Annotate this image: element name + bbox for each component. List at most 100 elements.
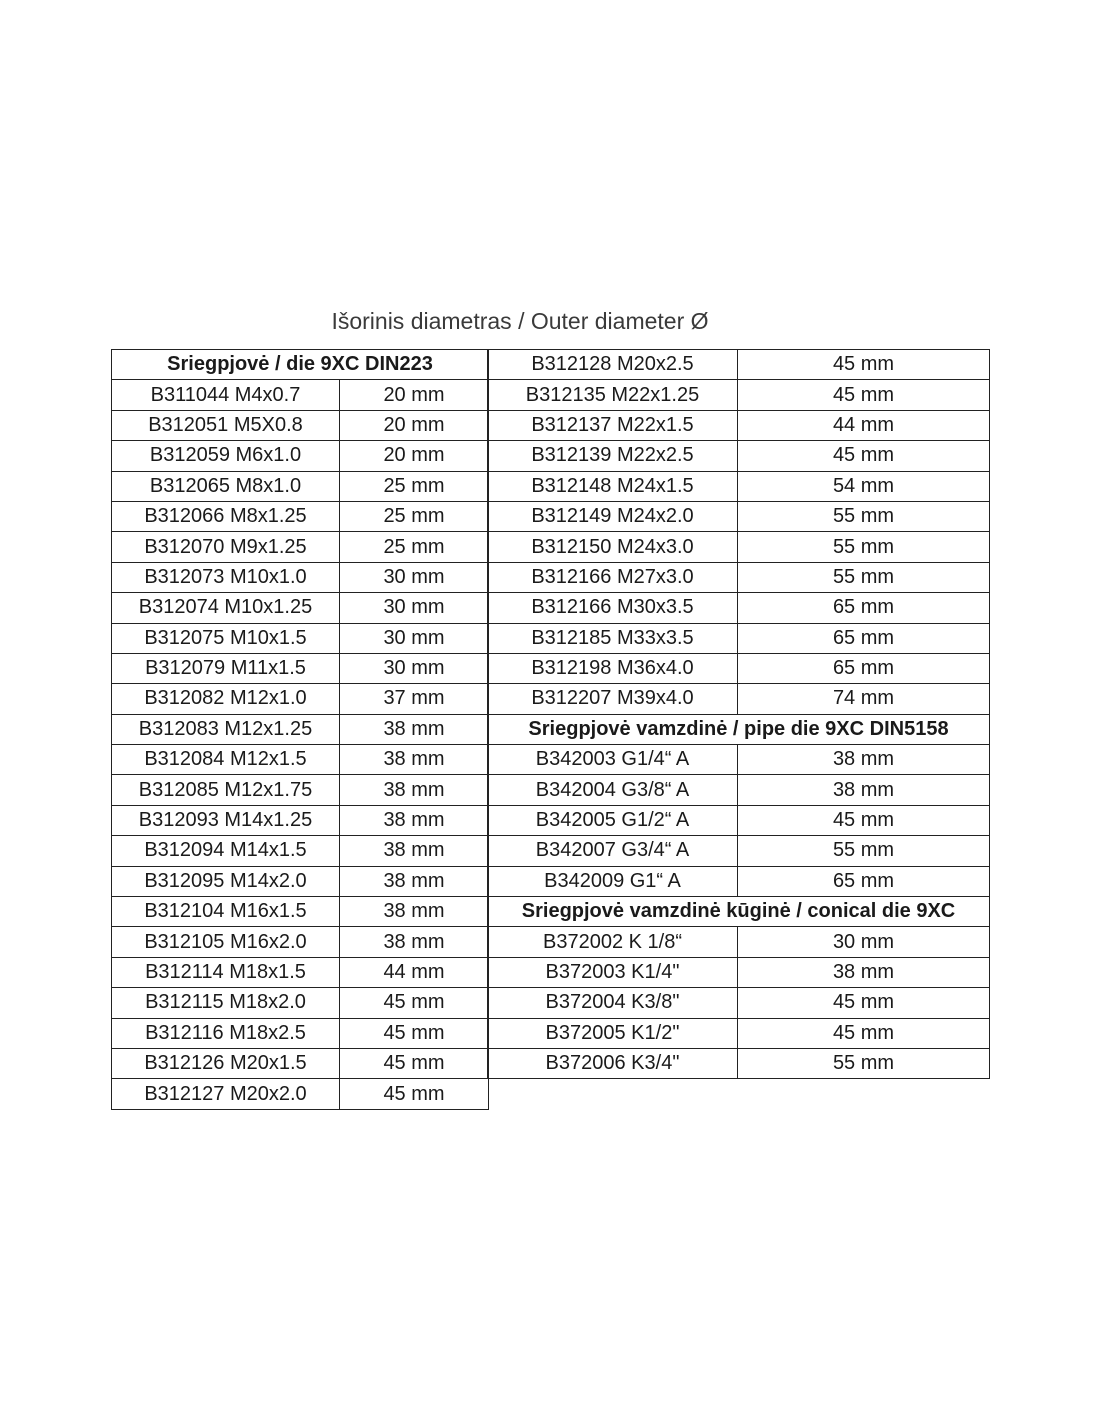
- product-code-cell: B312105 M16x2.0: [111, 926, 340, 958]
- diameter-cell: 38 mm: [339, 744, 489, 776]
- product-code-cell: B312114 M18x1.5: [111, 956, 340, 989]
- product-code-cell: B312135 M22x1.25: [487, 379, 738, 411]
- diameter-cell: 38 mm: [737, 956, 990, 989]
- product-code-cell: B312166 M30x3.5: [487, 592, 738, 624]
- diameter-cell: 38 mm: [339, 865, 489, 898]
- diameter-cell: 37 mm: [339, 683, 489, 715]
- product-code-cell: B312185 M33x3.5: [487, 622, 738, 654]
- table-row: B312126 M20x1.5 45 mm: [111, 1047, 489, 1080]
- diameter-cell: 44 mm: [339, 956, 489, 989]
- diameter-cell: 45 mm: [737, 987, 990, 1019]
- product-code-cell: B312149 M24x2.0: [487, 500, 738, 533]
- product-code-cell: B312166 M27x3.0: [487, 561, 738, 594]
- diameter-cell: 38 mm: [737, 744, 990, 776]
- diameter-cell: 38 mm: [339, 896, 489, 928]
- section-header-row: Sriegpjovė vamzdinė / pipe die 9XC DIN51…: [487, 713, 990, 746]
- diameter-cell: 38 mm: [339, 774, 489, 806]
- diameter-cell: 25 mm: [339, 500, 489, 533]
- diameter-cell: 45 mm: [737, 348, 990, 381]
- diameter-cell: 44 mm: [737, 409, 990, 442]
- diameter-cell: 55 mm: [737, 561, 990, 594]
- diameter-cell: 38 mm: [339, 926, 489, 958]
- product-code-cell: B312084 M12x1.5: [111, 744, 340, 776]
- section-header: Sriegpjovė vamzdinė / pipe die 9XC DIN51…: [487, 713, 990, 746]
- table-row: B312137 M22x1.5 44 mm: [487, 409, 990, 442]
- product-code-cell: B312085 M12x1.75: [111, 774, 340, 806]
- product-code-cell: B372005 K1/2": [487, 1017, 738, 1049]
- table-row: B312083 M12x1.25 38 mm: [111, 713, 489, 746]
- product-code-cell: B372004 K3/8": [487, 987, 738, 1019]
- product-code-cell: B312059 M6x1.0: [111, 440, 340, 472]
- table-row: B312135 M22x1.25 45 mm: [487, 379, 990, 411]
- table-row: B342005 G1/2“ A 45 mm: [487, 804, 990, 837]
- section-header: Sriegpjovė vamzdinė kūginė / conical die…: [487, 896, 990, 928]
- table-row: B312207 M39x4.0 74 mm: [487, 683, 990, 715]
- table-row: B312074 M10x1.25 30 mm: [111, 592, 489, 624]
- document-title: Išorinis diametras / Outer diameter Ø: [331, 308, 709, 334]
- diameter-cell: 55 mm: [737, 531, 990, 563]
- diameter-cell: 65 mm: [737, 622, 990, 654]
- diameter-cell: 30 mm: [339, 561, 489, 594]
- product-code-cell: B342009 G1“ A: [487, 865, 738, 898]
- product-code-cell: B312083 M12x1.25: [111, 713, 340, 746]
- table-row: B312094 M14x1.5 38 mm: [111, 835, 489, 867]
- table-row: B312139 M22x2.5 45 mm: [487, 440, 990, 472]
- table-row: B312051 M5X0.8 20 mm: [111, 409, 489, 442]
- table-row: B312150 M24x3.0 55 mm: [487, 531, 990, 563]
- product-code-cell: B312094 M14x1.5: [111, 835, 340, 867]
- product-code-cell: B372006 K3/4": [487, 1047, 738, 1080]
- diameter-cell: 55 mm: [737, 835, 990, 867]
- table-row: B372004 K3/8" 45 mm: [487, 987, 990, 1019]
- product-code-cell: B312095 M14x2.0: [111, 865, 340, 898]
- product-code-cell: B312207 M39x4.0: [487, 683, 738, 715]
- table-row: B372005 K1/2" 45 mm: [487, 1017, 990, 1049]
- product-code-cell: B312198 M36x4.0: [487, 652, 738, 685]
- product-code-cell: B312115 M18x2.0: [111, 987, 340, 1019]
- table-row: B312085 M12x1.75 38 mm: [111, 774, 489, 806]
- table-row: B312082 M12x1.0 37 mm: [111, 683, 489, 715]
- product-code-cell: B342003 G1/4“ A: [487, 744, 738, 776]
- table-row: B312198 M36x4.0 65 mm: [487, 652, 990, 685]
- diameter-cell: 25 mm: [339, 531, 489, 563]
- diameter-cell: 55 mm: [737, 1047, 990, 1080]
- table-row: B312149 M24x2.0 55 mm: [487, 500, 990, 533]
- product-code-cell: B312148 M24x1.5: [487, 470, 738, 502]
- diameter-cell: 20 mm: [339, 379, 489, 411]
- diameter-cell: 45 mm: [737, 804, 990, 837]
- diameter-cell: 38 mm: [339, 835, 489, 867]
- product-code-cell: B312126 M20x1.5: [111, 1047, 340, 1080]
- diameter-cell: 30 mm: [339, 652, 489, 685]
- diameter-cell: 45 mm: [339, 1047, 489, 1080]
- table-row: B312070 M9x1.25 25 mm: [111, 531, 489, 563]
- table-row: B312104 M16x1.5 38 mm: [111, 896, 489, 928]
- diameter-cell: 45 mm: [339, 1078, 489, 1110]
- table-row: B312115 M18x2.0 45 mm: [111, 987, 489, 1019]
- table-row: B311044 M4x0.7 20 mm: [111, 379, 489, 411]
- product-code-cell: B312128 M20x2.5: [487, 348, 738, 381]
- product-code-cell: B312150 M24x3.0: [487, 531, 738, 563]
- diameter-cell: 65 mm: [737, 652, 990, 685]
- product-code-cell: B342007 G3/4“ A: [487, 835, 738, 867]
- diameter-cell: 55 mm: [737, 500, 990, 533]
- product-code-cell: B372002 K 1/8“: [487, 926, 738, 958]
- table-row: B342009 G1“ A 65 mm: [487, 865, 990, 898]
- product-code-cell: B311044 M4x0.7: [111, 379, 340, 411]
- diameter-cell: 45 mm: [737, 1017, 990, 1049]
- product-code-cell: B312116 M18x2.5: [111, 1017, 340, 1049]
- table-row: B312093 M14x1.25 38 mm: [111, 804, 489, 837]
- section-header-row: Sriegpjovė / die 9XC DIN223: [111, 348, 489, 381]
- product-code-cell: B342004 G3/8“ A: [487, 774, 738, 806]
- product-code-cell: B312137 M22x1.5: [487, 409, 738, 442]
- diameter-cell: 45 mm: [737, 379, 990, 411]
- product-code-cell: B312065 M8x1.0: [111, 470, 340, 502]
- diameter-cell: 65 mm: [737, 865, 990, 898]
- section-header: Sriegpjovė / die 9XC DIN223: [111, 348, 489, 381]
- diameter-cell: 20 mm: [339, 440, 489, 472]
- diameter-cell: 38 mm: [339, 804, 489, 837]
- product-code-cell: B372003 K1/4": [487, 956, 738, 989]
- table-row: B312059 M6x1.0 20 mm: [111, 440, 489, 472]
- diameter-cell: 30 mm: [339, 592, 489, 624]
- product-code-cell: B312051 M5X0.8: [111, 409, 340, 442]
- product-code-cell: B312079 M11x1.5: [111, 652, 340, 685]
- table-row: B312116 M18x2.5 45 mm: [111, 1017, 489, 1049]
